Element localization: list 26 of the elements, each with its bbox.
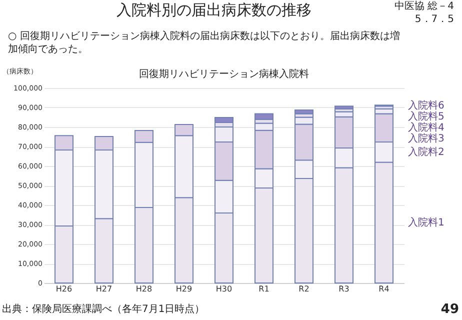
text: 中医協 総－4 bbox=[394, 0, 454, 12]
text: 回復期リハビリテーション病棟入院料 bbox=[139, 68, 309, 80]
chart-subtitle: ○ 回復期リハビリテーション病棟入院料の届出病床数は以下のとおり。届出病床数は増加傾向であった。 bbox=[8, 30, 400, 55]
source-note: 出典：保険局医療課調べ（各年7月1日時点） bbox=[2, 303, 205, 315]
series-label: 入院料5 bbox=[408, 110, 444, 123]
series-label: 入院料3 bbox=[408, 132, 444, 145]
series-label: 入院料4 bbox=[408, 122, 444, 134]
x-tick-label: R4 bbox=[378, 284, 390, 294]
chart-title: 入院料別の届出病床数の推移 bbox=[116, 1, 312, 19]
series-label: 入院料2 bbox=[408, 146, 444, 158]
x-tick-label: R2 bbox=[298, 284, 310, 294]
series-label: 入院料1 bbox=[408, 216, 444, 229]
x-tick-label: H30 bbox=[216, 284, 232, 294]
text: 49 bbox=[440, 302, 459, 317]
x-tick-label: R3 bbox=[338, 284, 350, 294]
bar bbox=[214, 116, 234, 124]
x-tick-label: H29 bbox=[176, 284, 192, 294]
series-label: 入院料6 bbox=[408, 100, 444, 112]
x-tick-label: H28 bbox=[136, 284, 152, 294]
bar bbox=[254, 113, 274, 120]
bar bbox=[334, 106, 354, 110]
text: 5．7．5 bbox=[414, 14, 454, 25]
x-tick-label: R1 bbox=[258, 284, 270, 294]
x-tick-label: H27 bbox=[96, 284, 112, 294]
x-tick-label: H26 bbox=[56, 284, 72, 294]
bar bbox=[294, 110, 314, 114]
